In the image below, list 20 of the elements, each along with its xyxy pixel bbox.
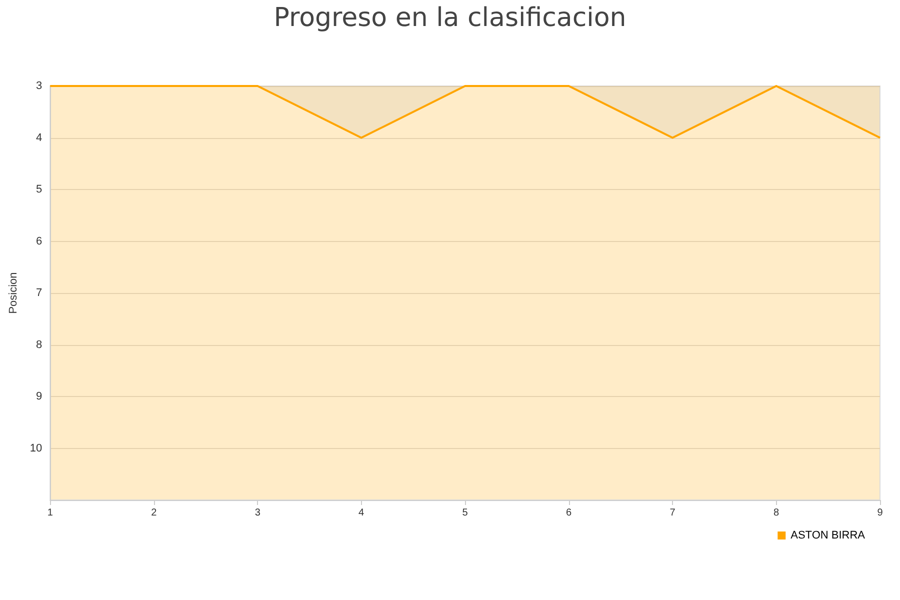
x-tick-label: 5	[462, 508, 468, 518]
y-tick-label: 4	[36, 132, 42, 144]
y-tick-label: 8	[36, 338, 42, 351]
x-tick-label: 9	[877, 508, 884, 518]
x-tick-label: 4	[358, 508, 365, 518]
x-tick-label: 2	[151, 508, 158, 518]
y-tick-label: 9	[36, 390, 42, 402]
y-tick-label: 5	[36, 184, 42, 196]
y-tick-label: 7	[36, 287, 42, 299]
y-axis-title: Posicion	[8, 272, 20, 314]
x-tick-label: 8	[773, 508, 780, 518]
x-tick-label: 6	[566, 508, 572, 518]
x-tick-label: 1	[47, 508, 54, 518]
y-tick-label: 10	[30, 442, 42, 454]
x-tick-label: 3	[254, 508, 261, 518]
chart-title: Progreso en la clasificacion	[274, 3, 626, 33]
y-tick-label: 6	[36, 235, 42, 248]
y-tick-label: 3	[36, 80, 42, 92]
x-tick-label: 7	[670, 508, 676, 518]
legend-label: ASTON BIRRA	[790, 530, 866, 542]
